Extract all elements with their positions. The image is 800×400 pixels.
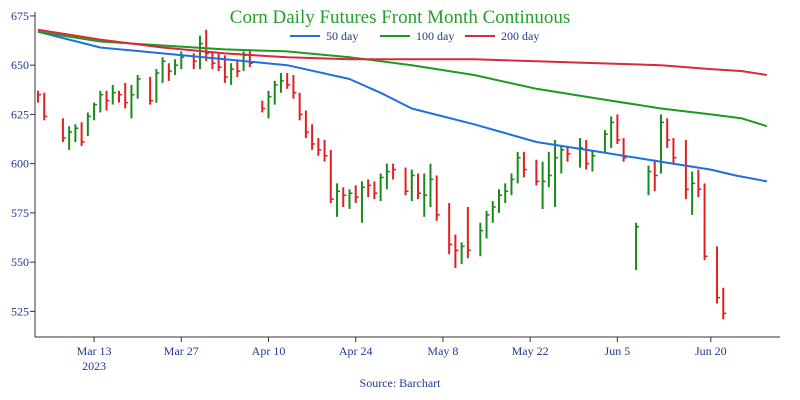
x-tick-label: Apr 24 [339,344,373,358]
y-tick-label: 575 [11,206,29,220]
x-tick-label: Jun 5 [605,344,631,358]
x-tick-label: Apr 10 [252,344,286,358]
y-tick-label: 625 [11,107,29,121]
y-tick-label: 675 [11,9,29,23]
legend-label: 100 day [416,29,454,43]
y-tick-label: 550 [11,255,29,269]
source-label: Source: Barchart [360,376,442,390]
axes [34,12,780,338]
y-tick-label: 525 [11,304,29,318]
x-tick-label: Mar 27 [164,344,199,358]
legend: 50 day 100 day 200 day [290,29,539,43]
x-tick-sublabel: 2023 [82,359,106,373]
legend-label: 200 day [501,29,539,43]
x-tick-label: May 22 [512,344,549,358]
series-line-100-day [37,30,768,128]
moving-average-lines [37,28,768,183]
y-tick-label: 650 [11,58,29,72]
series-line-50-day [37,30,768,183]
chart-title: Corn Daily Futures Front Month Continuou… [230,7,570,28]
x-tick-label: Jun 20 [695,344,727,358]
y-ticks: 525 550 575 600 625 650 675 [11,9,35,318]
y-tick-label: 600 [11,157,29,171]
series-line-200-day [37,28,768,76]
x-tick-label: May 8 [427,344,458,358]
price-bars [37,29,727,320]
x-tick-label: Mar 13 [77,344,112,358]
legend-label: 50 day [326,29,358,43]
